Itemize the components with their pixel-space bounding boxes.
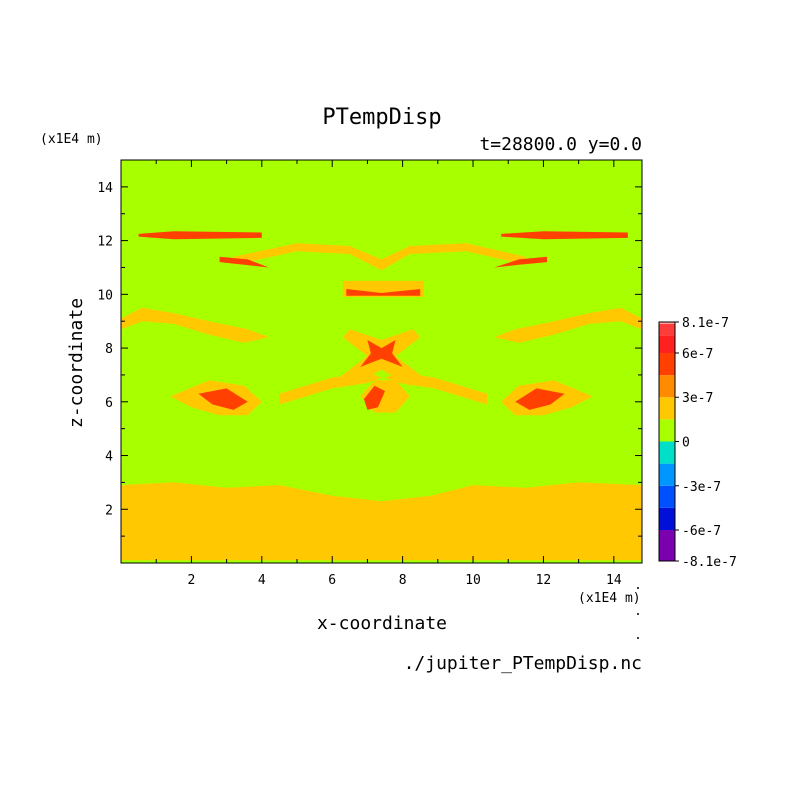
dot-mark — [637, 637, 639, 639]
colorbar-tick-label: 3e-7 — [682, 391, 713, 406]
colorbar-swatch — [659, 463, 675, 486]
contour-region-right-blob-red — [515, 388, 565, 410]
contour-region-lower-band — [121, 482, 642, 561]
colorbar-swatch — [659, 322, 675, 324]
x-tick-label: 6 — [328, 573, 336, 588]
decor-marks — [637, 587, 639, 639]
y-tick-label: 6 — [105, 396, 113, 411]
contour-region-arc-upper-red-left — [219, 256, 269, 268]
colorbar-swatch — [659, 397, 675, 420]
chart-title: PTempDisp — [322, 105, 441, 130]
colorbar-tick-label: -8.1e-7 — [682, 555, 737, 570]
x-tick-label: 14 — [606, 573, 622, 588]
colorbar-swatch — [659, 530, 675, 561]
colorbar-swatch — [659, 441, 675, 464]
colorbar-tick-label: -3e-7 — [682, 480, 721, 495]
colorbar-tick-label: 6e-7 — [682, 347, 713, 362]
contour-region-arc-upper-red-right — [494, 256, 547, 268]
contour-region-center-x-red — [360, 340, 403, 367]
colorbar-swatch — [659, 485, 675, 508]
colorbar-swatch — [659, 507, 675, 531]
y-tick-label: 8 — [105, 342, 113, 357]
x-tick-label: 12 — [536, 573, 552, 588]
x-tick-label: 2 — [187, 573, 195, 588]
colorbar-tick-label: 8.1e-7 — [682, 316, 729, 331]
colorbar-swatch — [659, 419, 675, 442]
contour-region-left-swirl-orange — [121, 307, 269, 343]
y-tick-label: 2 — [105, 503, 113, 518]
y-unit-label: (x1E4 m) — [40, 132, 103, 147]
x-tick-label: 10 — [465, 573, 481, 588]
contour-region-left-blob-red — [198, 388, 248, 410]
plot-area — [121, 160, 642, 563]
axis-ticks: 2 4 6 8 10 12 14 2 4 6 8 10 12 14 — [97, 160, 642, 588]
y-tick-label: 10 — [97, 288, 113, 303]
x-axis-label: x-coordinate — [317, 613, 447, 634]
colorbar: 8.1e-7 6e-7 3e-7 0 -3e-7 -6e-7 -8.1e-7 — [658, 316, 737, 570]
dot-mark — [637, 587, 639, 589]
y-tick-label: 14 — [97, 181, 113, 196]
colorbar-swatch — [659, 335, 675, 353]
x-unit-label: (x1E4 m) — [578, 591, 641, 606]
contour-region-lower-right-arc — [385, 372, 488, 405]
contour-region-lower-left-arc — [279, 372, 382, 405]
y-axis-label: z-coordinate — [66, 298, 87, 428]
colorbar-tick-label: 0 — [682, 436, 690, 451]
y-tick-label: 12 — [97, 235, 113, 250]
contour-region-right-swirl-orange — [494, 307, 642, 343]
colorbar-swatch — [659, 352, 675, 376]
title-layer: PTempDisp t=28800.0 y=0.0 (x1E4 m) (x1E4… — [40, 105, 642, 674]
plot-frame — [120, 159, 643, 564]
contour-region-arc-upper-orange — [233, 243, 526, 271]
chart-subtitle: t=28800.0 y=0.0 — [479, 134, 642, 155]
contour-region-center-ring-red — [363, 385, 385, 410]
contour-region-top-streak-left — [138, 231, 262, 240]
source-file-label: ./jupiter_PTempDisp.nc — [404, 653, 642, 674]
x-tick-label: 4 — [258, 573, 266, 588]
colorbar-swatch — [659, 322, 675, 336]
contour-region-top-streak-right — [501, 231, 628, 240]
x-tick-label: 8 — [399, 573, 407, 588]
colorbar-tick-label: -6e-7 — [682, 524, 721, 539]
dot-mark — [637, 613, 639, 615]
contour-region-mid-band-red — [346, 289, 421, 296]
y-tick-label: 4 — [105, 450, 113, 465]
colorbar-swatch — [659, 375, 675, 398]
